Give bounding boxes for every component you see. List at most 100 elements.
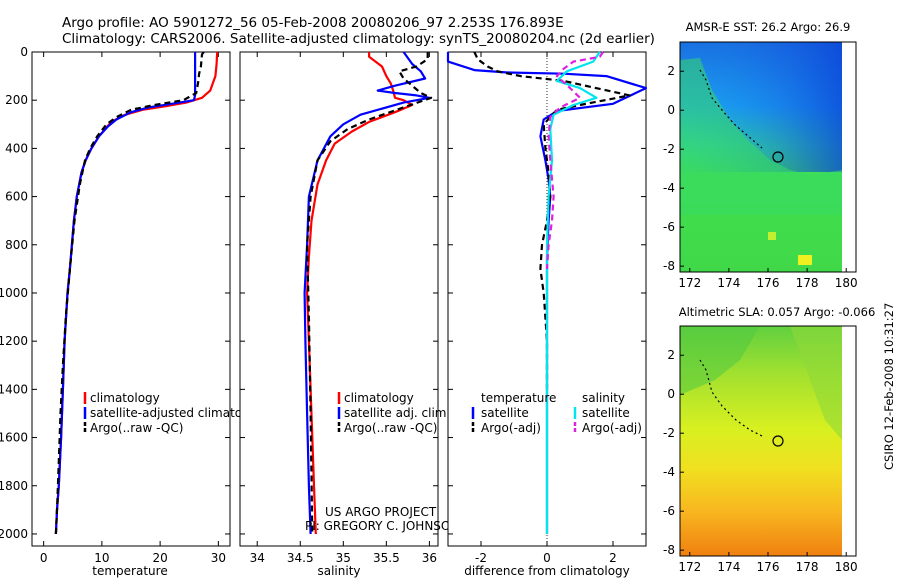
y-tick-label: 2000 [0,527,28,541]
figure-title-line2: Climatology: CARS2006. Satellite-adjuste… [62,31,655,47]
map-y-tick-label: -4 [663,465,675,479]
temperature-legend: climatology satellite-adjusted climatolo… [83,391,268,435]
x-tick-label: 35 [336,551,351,565]
sst-warm-patch [798,255,812,265]
legend-label-argo: Argo(..raw -QC) [90,421,183,435]
x-tick-label: 34.5 [287,551,314,565]
map-y-tick-label: -8 [663,259,675,273]
salinity-panel: 34 34.5 35 35.5 36 salinity climatology sate… [239,51,459,578]
series-line-salinity-satellite [545,51,601,534]
credit-line2: PI: GREGORY C. JOHNSON [305,519,459,533]
salinity-plot-frame [239,51,439,547]
legend-label-climatology: climatology [344,391,414,405]
temperature-lines [54,51,219,535]
map-y-tick-label: 2 [667,348,675,362]
sla-map-panel: Altimetric SLA: 0.057 Argo: -0.066 172 17… [663,305,875,574]
difference-axes: -2 0 2 [448,51,646,565]
map-y-tick-label: 2 [667,64,675,78]
sst-warm-patch [768,232,776,240]
map-x-tick-label: 176 [757,560,780,574]
y-tick-label: 1200 [0,334,28,348]
y-tick-label: 800 [5,238,28,252]
legend-label-temp-argo: Argo(-adj) [481,421,541,435]
series-line-satellite-adj-clim- [303,51,431,535]
x-tick-label: 34 [250,551,265,565]
salinity-axes: 34 34.5 35 35.5 36 [240,51,438,565]
map-x-tick-label: 180 [835,560,858,574]
legend-label-argo: Argo(..raw -QC) [344,421,437,435]
y-tick-label: 400 [5,141,28,155]
map-x-tick-label: 178 [796,560,819,574]
map-x-tick-label: 180 [835,276,858,290]
sla-map-title: Altimetric SLA: 0.057 Argo: -0.066 [679,305,876,319]
series-line-temperature-argo-adj- [473,51,631,390]
legend-label-sal-argo: Argo(-adj) [582,421,642,435]
y-tick-label: 0 [20,45,28,59]
difference-lines [446,51,648,534]
sla-green-patch-east [790,326,842,440]
y-tick-label: 1000 [0,286,28,300]
sla-green-patch [680,326,760,395]
legend-label-satellite: satellite adj. clim. [344,406,450,420]
sla-map-axes: 172 174 176 178 180 2 0 -2 -4 -6 -8 [663,325,858,574]
difference-legend: temperature satellite Argo(-adj) salinit… [471,391,642,435]
figure-title-line1: Argo profile: AO 5901272_56 05-Feb-2008 … [62,15,564,31]
map-x-tick-label: 174 [717,276,740,290]
credit-line1: US ARGO PROJECT [325,505,437,519]
temperature-axes: 0 10 20 30 0 200 400 600 800 1000 1200 1400 1600 1800… [0,45,230,565]
series-line-argo-raw-qc- [306,52,433,535]
map-y-tick-label: -4 [663,181,675,195]
salinity-lines [303,51,433,535]
map-y-tick-label: -6 [663,220,675,234]
sst-island-chain [699,69,763,149]
legend-label-temp-satellite: satellite [481,406,529,420]
y-tick-label: 1600 [0,431,28,445]
sst-map-axes: 172 174 176 178 180 2 0 -2 -4 -6 -8 [663,41,858,290]
map-x-tick-label: 172 [678,276,701,290]
sla-island-chain [699,359,763,437]
map-y-tick-label: -2 [663,426,675,440]
map-x-tick-label: 178 [796,276,819,290]
map-y-tick-label: -8 [663,543,675,557]
temperature-xlabel: temperature [92,564,167,578]
map-x-tick-label: 174 [717,560,740,574]
salinity-xlabel: salinity [317,564,360,578]
temperature-plot-frame [31,51,231,547]
sst-warm-tongue [680,58,842,215]
sst-argo-marker [772,151,784,163]
legend-label-climatology: climatology [90,391,160,405]
map-y-tick-label: 0 [667,387,675,401]
x-tick-label: 36 [422,551,437,565]
x-tick-label: 10 [94,551,109,565]
x-tick-label: 0 [543,551,551,565]
x-tick-label: -2 [475,551,487,565]
difference-xlabel: difference from climatology [464,564,630,578]
y-tick-label: 200 [5,93,28,107]
y-tick-label: 1400 [0,382,28,396]
map-y-tick-label: -6 [663,504,675,518]
salinity-legend: climatology satellite adj. clim. Argo(..… [337,391,450,435]
sst-map-title: AMSR-E SST: 26.2 Argo: 26.9 [686,20,851,34]
x-tick-label: 2 [609,551,617,565]
map-x-tick-label: 172 [678,560,701,574]
sst-map-panel: AMSR-E SST: 26.2 Argo: 26.9 172 174 176 178… [663,20,858,290]
legend-heading-temperature: temperature [481,391,556,405]
series-line-argo-raw-qc- [54,51,205,535]
x-tick-label: 35.5 [373,551,400,565]
temperature-panel: 0 10 20 30 0 200 400 600 800 1000 1200 1400 1600 1800… [0,45,268,578]
y-tick-label: 600 [5,190,28,204]
legend-label-sal-satellite: satellite [582,406,630,420]
map-y-tick-label: -2 [663,142,675,156]
side-timestamp: CSIRO 12-Feb-2008 10:31:27 [882,303,896,470]
x-tick-label: 30 [211,551,226,565]
difference-panel: -2 0 2 difference from climatology tempera… [446,51,648,578]
x-tick-label: 20 [152,551,167,565]
legend-heading-salinity: salinity [582,391,625,405]
map-x-tick-label: 176 [757,276,780,290]
legend-label-satellite: satellite-adjusted climatology [90,406,268,420]
x-tick-label: 0 [40,551,48,565]
map-y-tick-label: 0 [667,103,675,117]
y-tick-label: 1800 [0,479,28,493]
sla-argo-marker [772,435,784,447]
